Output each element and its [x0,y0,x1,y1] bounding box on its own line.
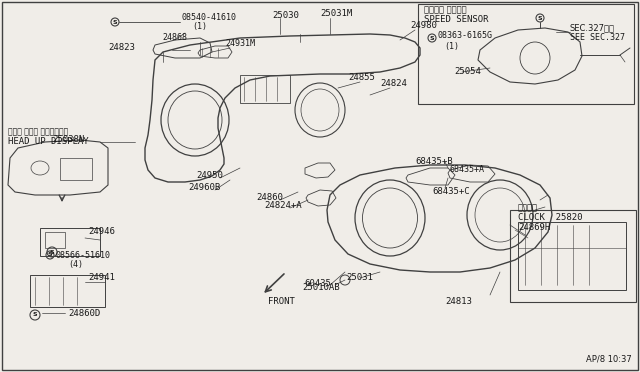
Text: 24931M: 24931M [225,38,255,48]
Text: SEC.327参照: SEC.327参照 [570,23,615,32]
Text: S: S [429,35,435,41]
Text: 68435+C: 68435+C [432,187,470,196]
Text: FRONT: FRONT [268,298,295,307]
Bar [510,210,636,302]
Text: S: S [113,19,117,25]
Text: ヘッド アップ ディスプレー: ヘッド アップ ディスプレー [8,128,68,137]
Text: 08363-6165G: 08363-6165G [438,31,493,39]
Text: スピード センサー: スピード センサー [424,6,467,15]
Text: 24823: 24823 [108,42,135,51]
Text: (1): (1) [192,22,207,31]
Bar [60,158,92,180]
Text: 25030: 25030 [272,10,299,19]
Text: 68435+B: 68435+B [415,157,452,167]
Text: (4): (4) [68,260,83,269]
Text: 68435+A: 68435+A [450,166,485,174]
Text: SEE SEC.327: SEE SEC.327 [570,33,625,42]
Bar [40,228,100,256]
Text: 25038N: 25038N [52,135,84,144]
Text: 24950: 24950 [196,170,223,180]
Text: 24980: 24980 [410,22,437,31]
Bar [418,4,634,104]
Text: 24860D: 24860D [68,308,100,317]
Text: 24824+A: 24824+A [264,202,301,211]
Text: 24869H: 24869H [518,224,550,232]
Text: 24946: 24946 [88,228,115,237]
Text: SPEED SENSOR: SPEED SENSOR [424,16,488,25]
Text: 24824: 24824 [380,78,407,87]
Text: S: S [33,312,37,317]
Text: 25031M: 25031M [320,10,352,19]
Text: 25054: 25054 [454,67,481,77]
Text: CLOCK  25820: CLOCK 25820 [518,214,582,222]
Text: 24960B: 24960B [188,183,220,192]
Text: 24868: 24868 [162,32,187,42]
Text: (1): (1) [444,42,459,51]
Text: フロック: フロック [518,203,538,212]
Bar [30,275,105,307]
Bar [45,232,65,248]
Text: 08566-51610: 08566-51610 [56,250,111,260]
Text: 24813: 24813 [445,298,472,307]
Text: AP/8 10:37: AP/8 10:37 [586,355,632,364]
Bar [518,222,626,290]
Text: 25010AB: 25010AB [302,283,340,292]
Text: 24855: 24855 [348,73,375,81]
Text: S: S [48,253,52,257]
Text: HEAD UP DISPLAY: HEAD UP DISPLAY [8,138,88,147]
Text: 60435: 60435 [304,279,331,289]
Text: 24941: 24941 [88,273,115,282]
Text: S: S [538,16,542,20]
Text: 24860: 24860 [256,193,283,202]
Bar [240,75,290,103]
Text: S: S [50,250,54,254]
Text: 25031: 25031 [346,273,373,282]
Text: 08540-41610: 08540-41610 [182,13,237,22]
